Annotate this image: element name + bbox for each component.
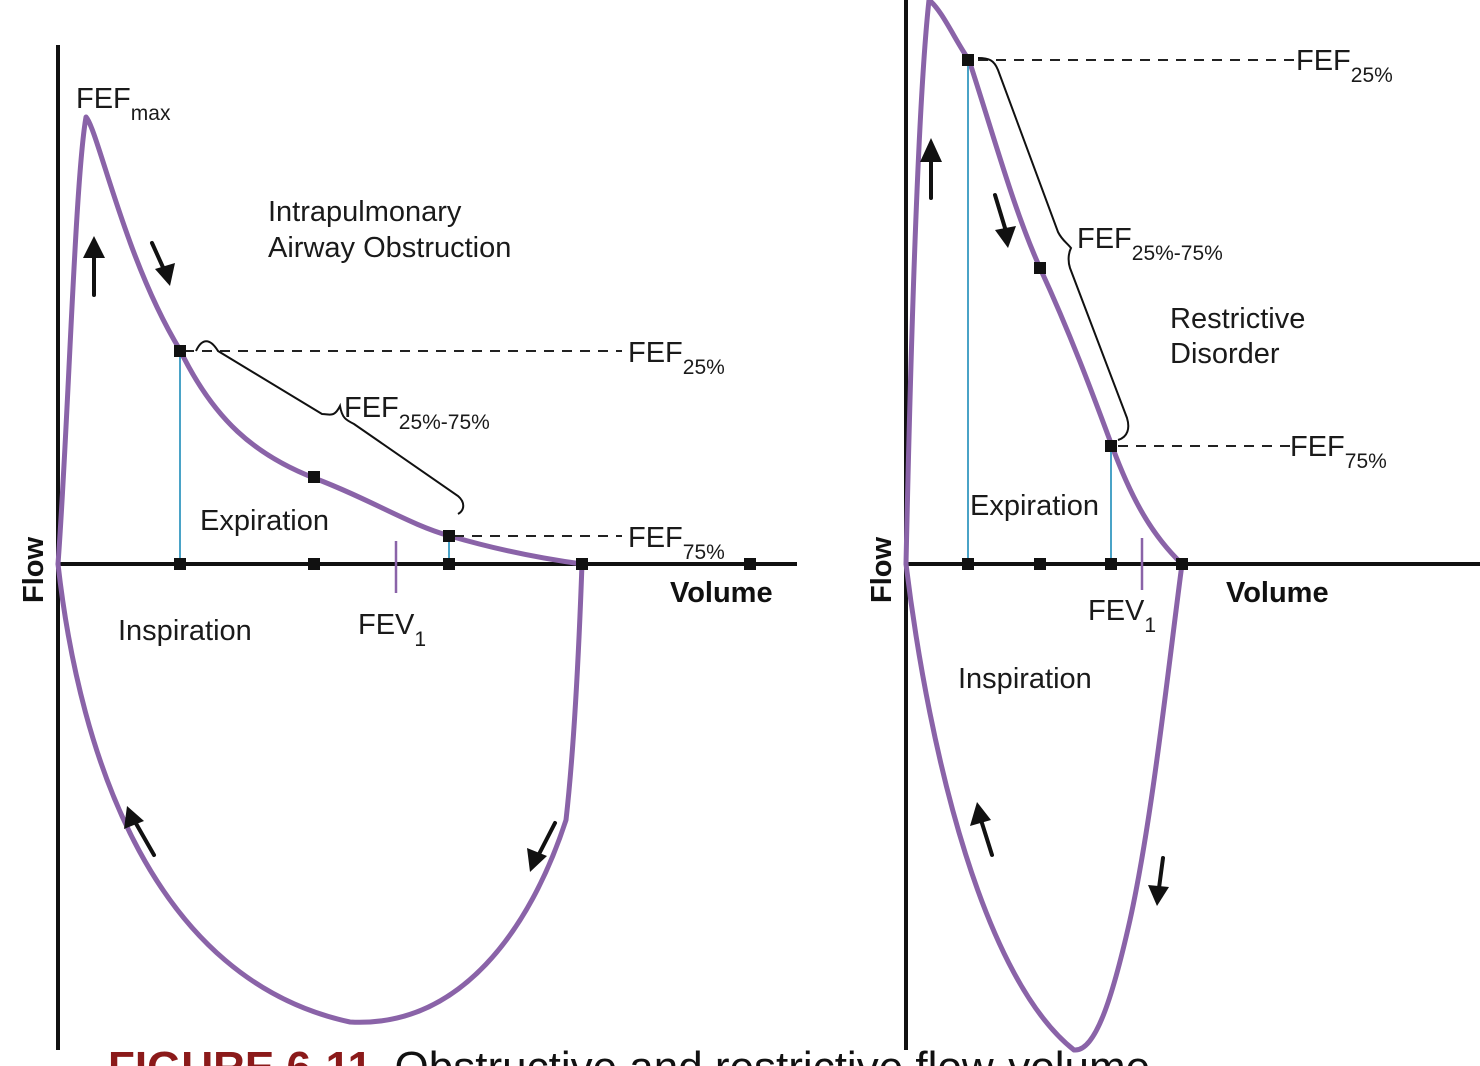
- left-axis-marker-75: [443, 558, 455, 570]
- left-inspiration-label: Inspiration: [118, 615, 252, 647]
- left-expiration-curve: [55, 114, 585, 567]
- right-axis-marker-50: [1034, 558, 1046, 570]
- right-inspiration-label: Inspiration: [958, 663, 1092, 695]
- right-inspiration-curve: [903, 561, 1185, 1053]
- right-volume-axis-label: Volume: [1226, 577, 1329, 609]
- left-flow-axis-label: Flow: [18, 537, 50, 603]
- right-flow-axis-label: Flow: [866, 537, 898, 603]
- figure-caption-line: FIGURE 6-11 Obstructive and restrictive …: [108, 1043, 1150, 1066]
- left-expiration-label: Expiration: [200, 505, 329, 537]
- right-fef75-point: [1105, 440, 1117, 452]
- right-fef2575-label: FEF25%-75%: [1077, 223, 1223, 265]
- right-fef2575-brace: [977, 57, 1130, 441]
- right-fef50-point: [1034, 262, 1046, 274]
- left-fefmax-label: FEFmax: [76, 83, 171, 125]
- right-fef75-label: FEF75%: [1290, 431, 1387, 473]
- right-axis-marker-end: [1176, 558, 1188, 570]
- left-fef25-label: FEF25%: [628, 337, 725, 379]
- left-panel: FEFmax Intrapulmonary Airway Obstruction…: [18, 45, 797, 1050]
- left-fef50-point: [308, 471, 320, 483]
- figure-caption: FIGURE 6-11 Obstructive and restrictive …: [108, 1043, 1150, 1066]
- right-expiration-label: Expiration: [970, 490, 1099, 522]
- left-up-arrow-icon: [83, 236, 105, 297]
- right-lower-up-arrow-icon: [970, 802, 994, 857]
- right-fef25-point: [962, 54, 974, 66]
- right-title-line-2: Disorder: [1170, 338, 1280, 370]
- left-fev1-label: FEV1: [358, 609, 426, 651]
- left-fef2575-label: FEF25%-75%: [344, 392, 490, 434]
- left-fef75-label: FEF75%: [628, 522, 725, 564]
- left-axis-marker-end: [576, 558, 588, 570]
- right-axis-marker-75: [1105, 558, 1117, 570]
- left-fef75-point: [443, 530, 455, 542]
- left-down-arrow-icon: [150, 241, 175, 286]
- left-title-line-2: Airway Obstruction: [268, 232, 511, 264]
- left-fef25-point: [174, 345, 186, 357]
- left-title-line-1: Intrapulmonary: [268, 196, 462, 228]
- left-inspiration-curve: [55, 561, 585, 1025]
- figure-caption-label: FIGURE 6-11: [108, 1043, 372, 1066]
- left-axis-marker-50: [308, 558, 320, 570]
- left-axis-marker-25: [174, 558, 186, 570]
- left-fef2575-brace: [195, 340, 465, 515]
- right-up-arrow-icon: [920, 138, 942, 200]
- figure-caption-text: Obstructive and restrictive flow-volume: [395, 1043, 1151, 1066]
- right-axis-marker-25: [962, 558, 974, 570]
- left-volume-axis-label: Volume: [670, 577, 773, 609]
- right-lower-down-arrow-icon: [1148, 856, 1169, 906]
- right-fef25-label: FEF25%: [1296, 45, 1393, 87]
- left-axis-marker-extra: [744, 558, 756, 570]
- right-panel: FEF25% FEF25%-75% Restrictive Disorder F…: [866, 0, 1480, 1053]
- right-expiration-curve: [903, 0, 1185, 567]
- right-title-line-1: Restrictive: [1170, 303, 1305, 335]
- left-lower-up-arrow-icon: [124, 806, 156, 857]
- right-down-arrow-icon: [993, 193, 1016, 248]
- right-fev1-label: FEV1: [1088, 595, 1156, 637]
- left-lower-down-arrow-icon: [527, 821, 557, 872]
